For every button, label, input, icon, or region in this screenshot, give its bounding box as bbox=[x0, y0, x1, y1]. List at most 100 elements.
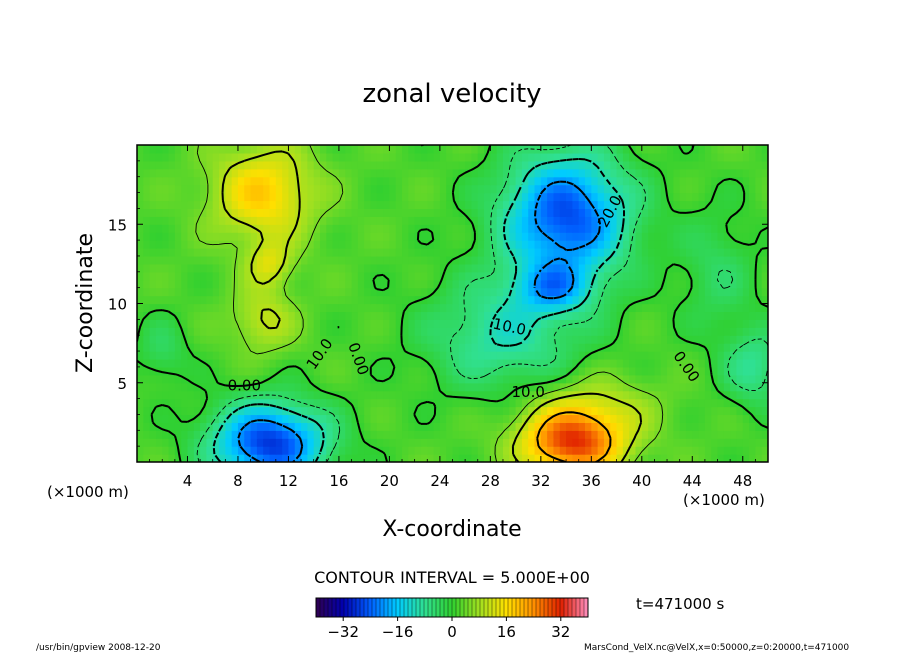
heat-cell bbox=[225, 335, 233, 344]
heat-cell bbox=[332, 145, 340, 154]
y-axis-label: Z-coordinate bbox=[73, 233, 98, 373]
heat-cell bbox=[155, 295, 163, 305]
heat-cell bbox=[376, 430, 384, 439]
heat-cell bbox=[603, 208, 611, 217]
heat-cell bbox=[206, 446, 214, 455]
heat-cell bbox=[477, 224, 485, 233]
heat-cell bbox=[490, 351, 498, 360]
heat-cell bbox=[603, 240, 611, 249]
heat-cell bbox=[521, 454, 529, 462]
heat-cell bbox=[477, 192, 485, 202]
heat-cell bbox=[610, 358, 618, 368]
heat-cell bbox=[313, 208, 321, 217]
heat-cell bbox=[212, 224, 220, 233]
heat-cell bbox=[736, 145, 744, 154]
heat-cell bbox=[521, 263, 529, 273]
heat-cell bbox=[319, 335, 327, 344]
heat-cell bbox=[654, 406, 662, 416]
heat-cell bbox=[616, 240, 624, 249]
heat-cell bbox=[515, 303, 523, 313]
heat-cell bbox=[256, 374, 264, 384]
heat-cell bbox=[402, 327, 409, 336]
heat-cell bbox=[200, 366, 208, 376]
heat-cell bbox=[301, 192, 308, 202]
heat-cell bbox=[452, 414, 460, 423]
heat-cell bbox=[414, 422, 422, 431]
heat-cell bbox=[484, 311, 491, 320]
heat-cell bbox=[231, 319, 239, 328]
heat-cell bbox=[244, 271, 252, 281]
heat-cell bbox=[351, 271, 359, 281]
heat-cell bbox=[269, 319, 277, 328]
heat-cell bbox=[749, 176, 756, 186]
heat-cell bbox=[465, 224, 473, 233]
heat-cell bbox=[313, 216, 321, 225]
heat-cell bbox=[597, 216, 605, 225]
heat-cell bbox=[603, 319, 611, 328]
heat-cell bbox=[540, 374, 548, 384]
heat-cell bbox=[219, 343, 226, 352]
heat-cell bbox=[389, 374, 397, 384]
heat-cell bbox=[502, 160, 510, 170]
heat-cell bbox=[578, 335, 586, 344]
heat-cell bbox=[383, 358, 390, 368]
heat-cell bbox=[509, 303, 517, 313]
heat-cell bbox=[585, 406, 592, 416]
heat-cell bbox=[414, 406, 422, 416]
heat-cell bbox=[711, 446, 719, 455]
heat-cell bbox=[591, 287, 599, 297]
heat-cell bbox=[301, 430, 308, 439]
heat-cell bbox=[307, 271, 315, 281]
heat-cell bbox=[667, 390, 674, 400]
heat-cell bbox=[389, 303, 397, 313]
heat-cell bbox=[540, 422, 548, 431]
heat-cell bbox=[402, 351, 409, 360]
heat-cell bbox=[433, 287, 441, 297]
heat-cell bbox=[433, 184, 441, 194]
heat-cell bbox=[484, 168, 491, 178]
heat-cell bbox=[654, 168, 662, 178]
heat-cell bbox=[439, 152, 447, 162]
heat-cell bbox=[540, 295, 548, 305]
heat-cell bbox=[376, 366, 384, 376]
heat-cell bbox=[206, 184, 214, 194]
heat-cell bbox=[168, 216, 176, 225]
heat-cell bbox=[193, 263, 201, 273]
heat-cell bbox=[641, 168, 649, 178]
heat-cell bbox=[761, 240, 768, 249]
heat-cell bbox=[648, 263, 656, 273]
heat-cell bbox=[231, 398, 239, 408]
heat-cell bbox=[402, 232, 409, 241]
heat-cell bbox=[654, 184, 662, 194]
colorbar-segment bbox=[575, 597, 581, 618]
heat-cell bbox=[622, 374, 630, 384]
heat-cell bbox=[553, 271, 561, 281]
heat-cell bbox=[181, 319, 189, 328]
heat-cell bbox=[610, 160, 618, 170]
heat-cell bbox=[313, 422, 321, 431]
heat-cell bbox=[219, 374, 226, 384]
heat-cell bbox=[313, 398, 321, 408]
heat-cell bbox=[313, 414, 321, 423]
heat-cell bbox=[433, 422, 441, 431]
heat-cell bbox=[250, 406, 258, 416]
heat-cell bbox=[408, 255, 416, 265]
heat-cell bbox=[755, 271, 763, 281]
heat-cell bbox=[698, 160, 706, 170]
heat-cell bbox=[149, 152, 157, 162]
heat-cell bbox=[679, 145, 687, 154]
heat-cell bbox=[313, 366, 321, 376]
heat-cell bbox=[282, 255, 290, 265]
heat-cell bbox=[692, 240, 700, 249]
colorbar-segment bbox=[355, 597, 361, 618]
heat-cell bbox=[591, 319, 599, 328]
heat-cell bbox=[219, 390, 226, 400]
heat-cell bbox=[597, 398, 605, 408]
heat-cell bbox=[395, 366, 403, 376]
heat-cell bbox=[515, 208, 523, 217]
heat-cell bbox=[685, 216, 693, 225]
heat-cell bbox=[736, 240, 744, 249]
heat-cell bbox=[219, 351, 226, 360]
heat-cell bbox=[439, 343, 447, 352]
